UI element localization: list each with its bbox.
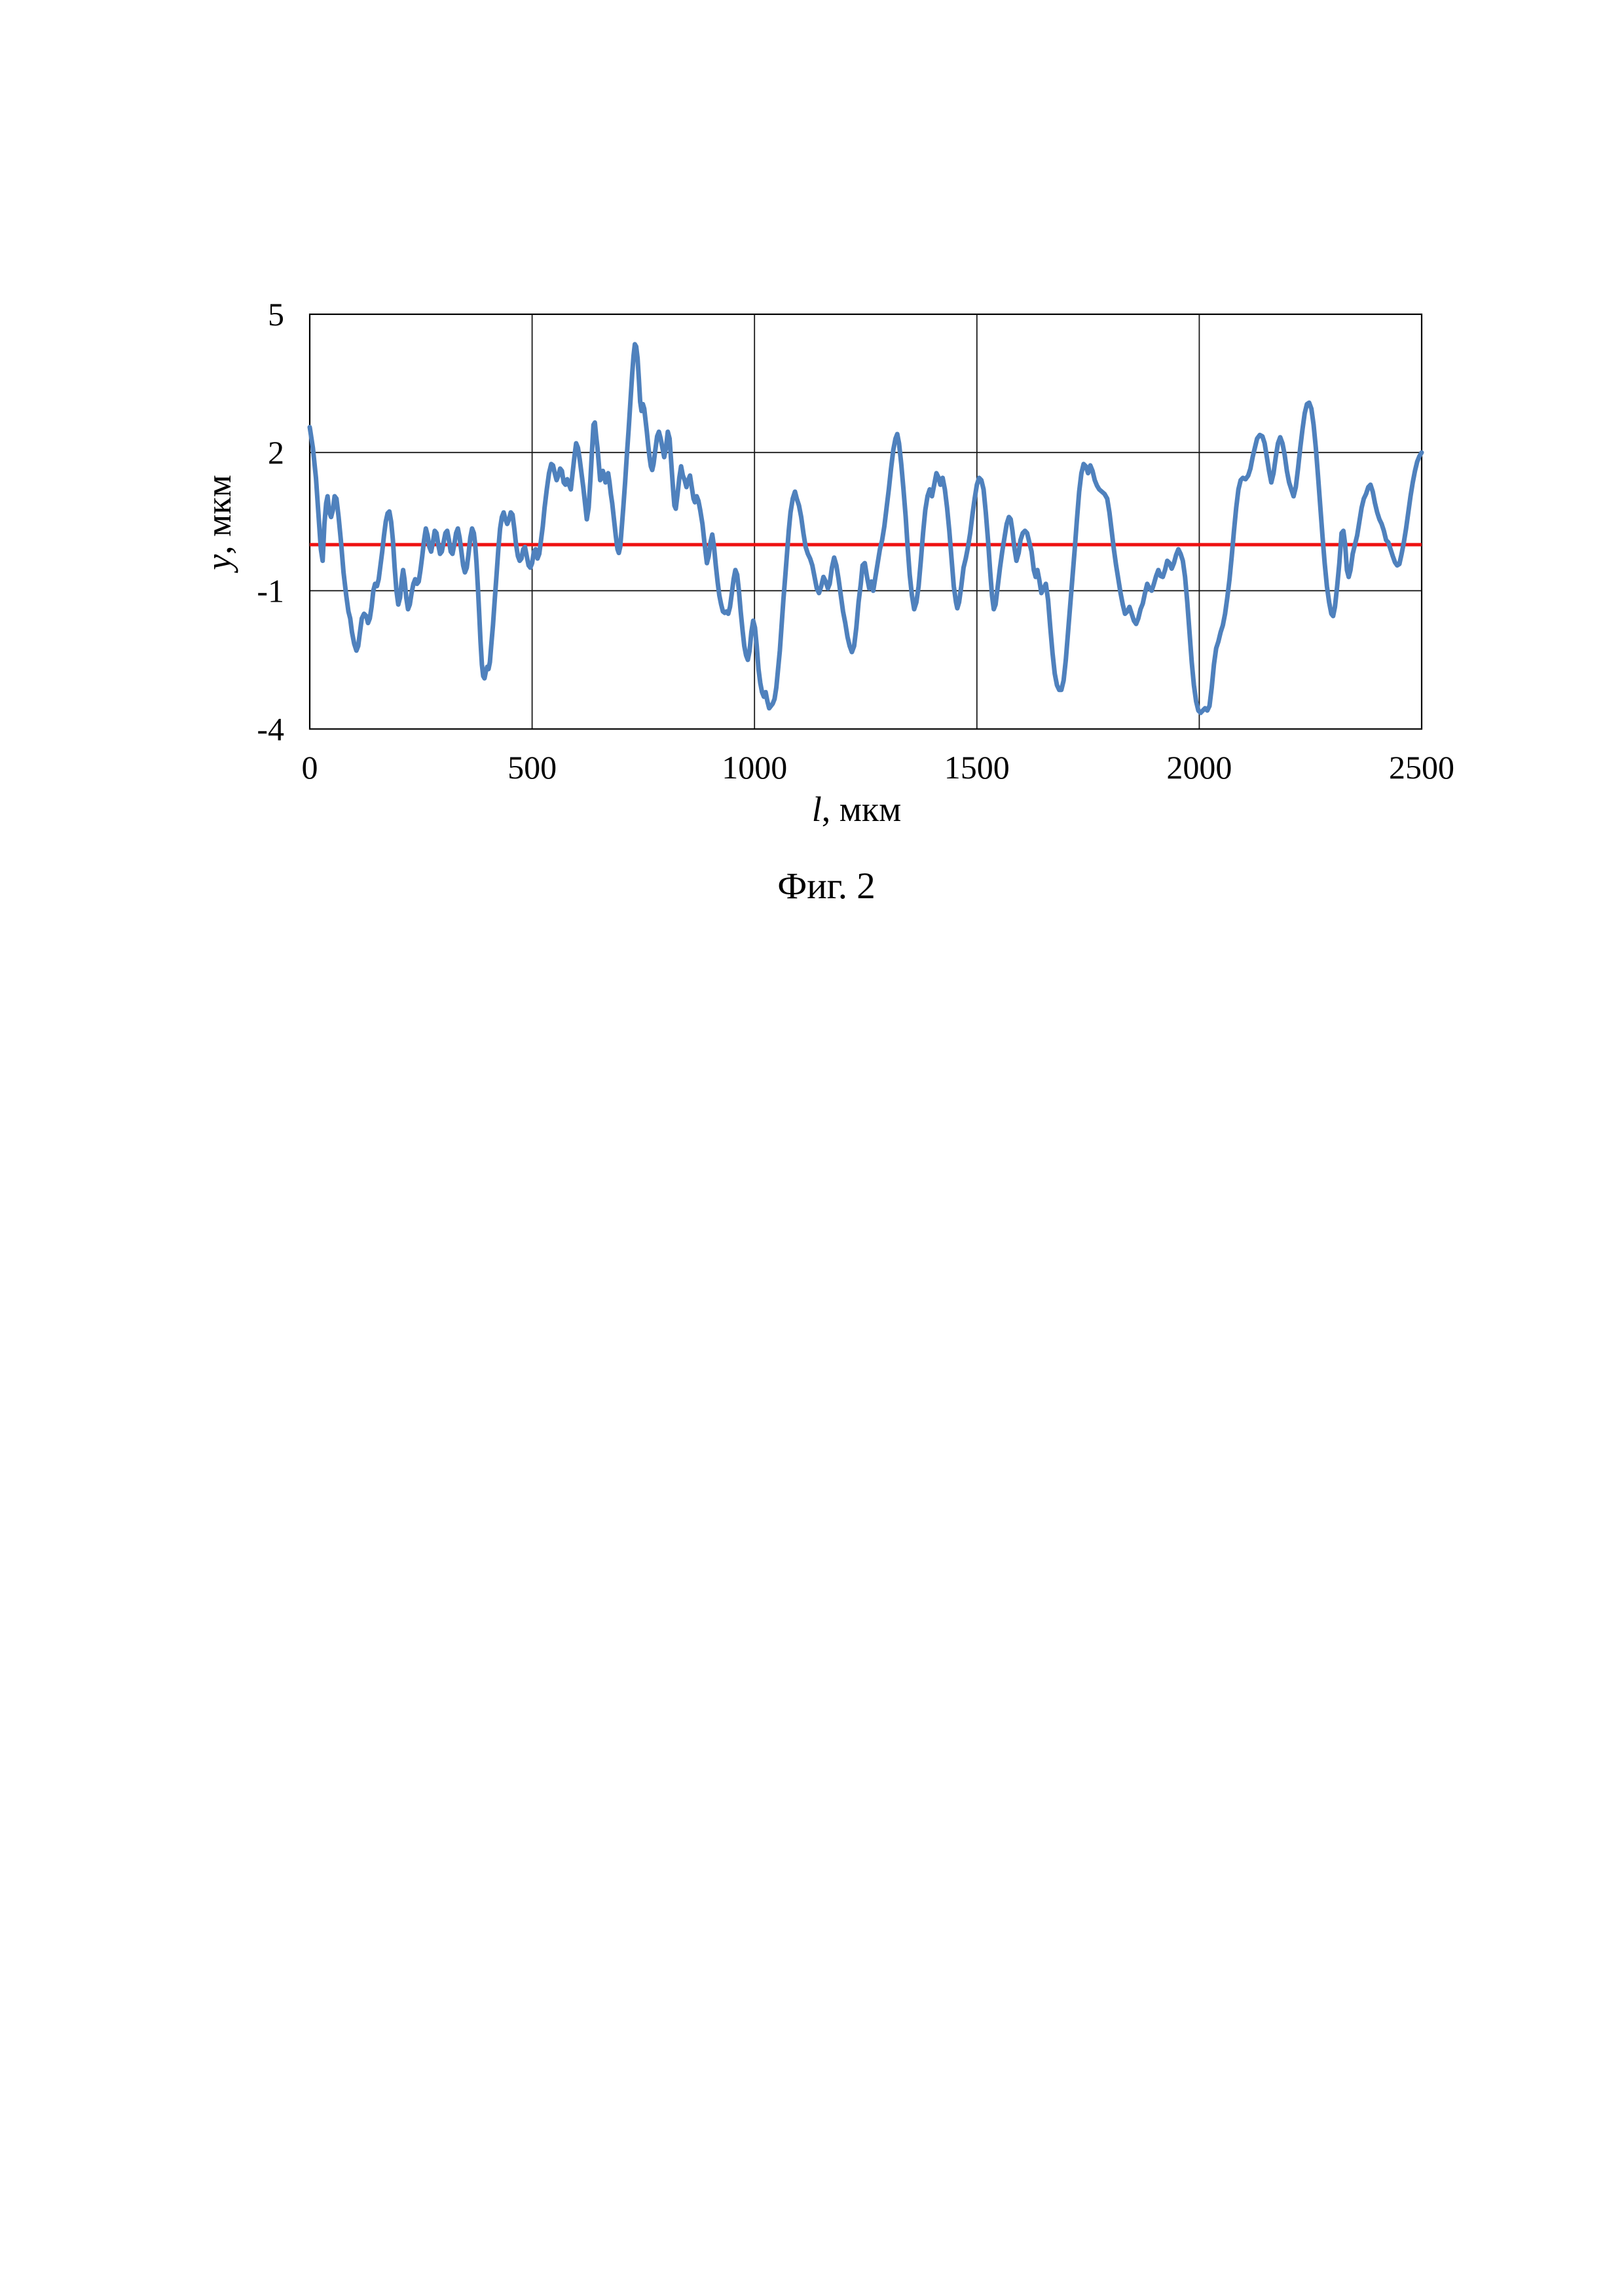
roughness-profile-chart: 52-1-4 0 500 1000 1500 2000 2500 y, мкм l, мк… — [199, 296, 1455, 907]
y-tick-label: -1 — [257, 572, 284, 609]
x-tick-label: 1500 — [944, 749, 1010, 786]
chart-gridlines — [310, 314, 1422, 729]
x-axis-variable: l — [812, 790, 822, 829]
y-axis-title: y, мкм — [199, 475, 238, 574]
x-axis-unit: , мкм — [822, 790, 902, 829]
x-tick-label: 1000 — [722, 749, 787, 786]
figure-2-container: 5 2 -1 -4 0 500 1000 1500 2000 2500 y, мкм l, мк… — [0, 0, 1624, 982]
y-axis-variable: y — [199, 555, 238, 574]
figure-caption: Фиг. 2 — [777, 866, 876, 907]
y-tick-label: 5 — [268, 296, 284, 333]
x-tick-label: 0 — [302, 749, 318, 786]
x-axis-tick-labels: 0 500 1000 1500 2000 2500 — [302, 749, 1455, 786]
profile-series-line — [307, 342, 1424, 716]
x-axis-title: l, мкм — [812, 790, 902, 829]
y-axis-tick-labels: 5 2 -1 -4 — [257, 296, 284, 748]
x-tick-label: 2000 — [1166, 749, 1232, 786]
x-tick-label: 2500 — [1389, 749, 1454, 786]
plot-border — [308, 313, 1423, 730]
x-tick-label: 500 — [507, 749, 557, 786]
y-axis-unit: , мкм — [199, 475, 238, 555]
y-tick-label: 2 — [268, 434, 284, 471]
y-tick-label: -4 — [257, 711, 284, 748]
